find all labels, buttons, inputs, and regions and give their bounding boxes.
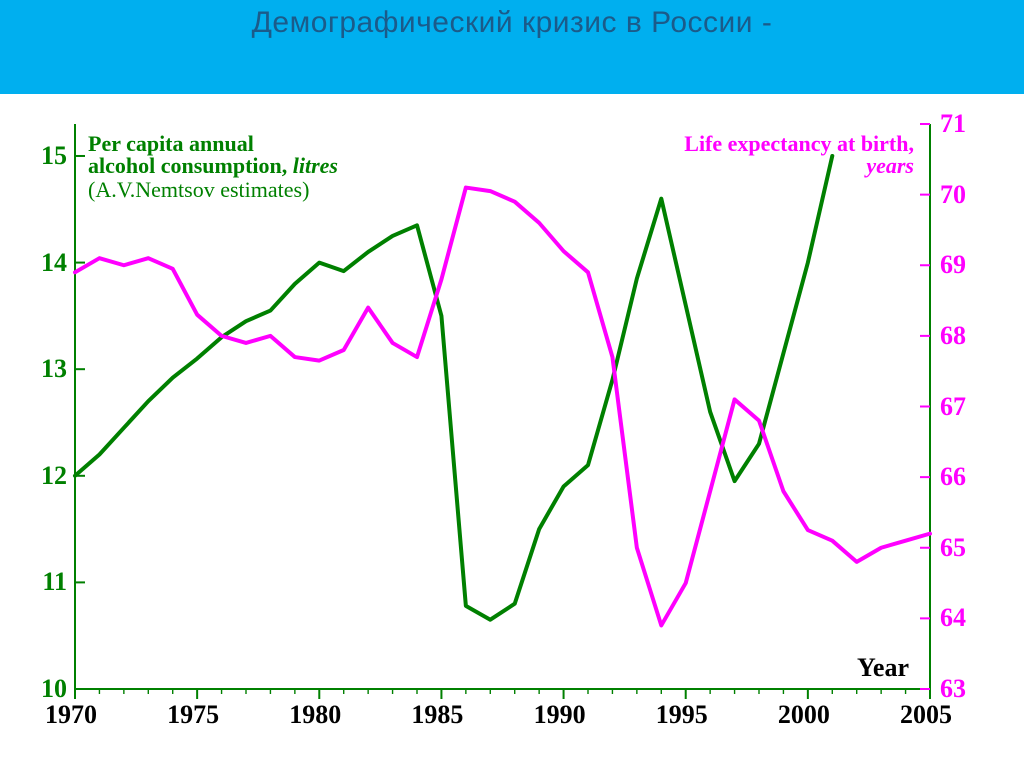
page-title: Демографический кризис в России -	[252, 6, 773, 40]
legend-alcohol-line1: Per capita annual	[88, 132, 254, 155]
legend-alcohol-line2: alcohol consumption, litres	[88, 154, 338, 177]
header-banner: Демографический кризис в России -	[0, 0, 1024, 94]
legend-life-line2: years	[866, 154, 914, 177]
legend-alcohol-line3: (A.V.Nemtsov estimates)	[88, 178, 309, 201]
chart-area: Per capita annual alcohol consumption, l…	[0, 94, 1024, 768]
legend-life-line1: Life expectancy at birth,	[684, 132, 914, 155]
x-axis-label: Year	[857, 654, 909, 681]
